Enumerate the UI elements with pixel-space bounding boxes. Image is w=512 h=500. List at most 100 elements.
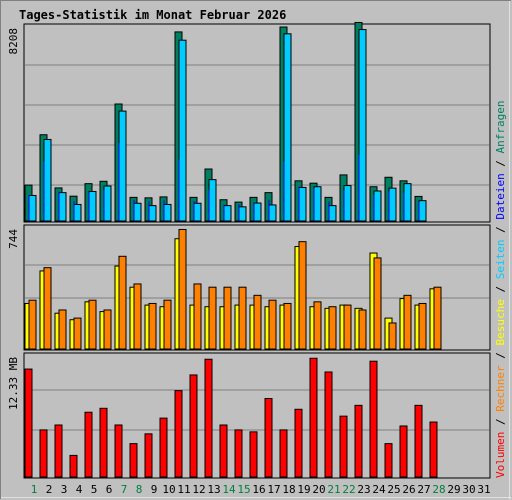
x-tick-label-6: 6	[106, 483, 113, 496]
bar-seiten	[193, 202, 202, 222]
bar-rechner	[88, 299, 97, 350]
legend-text: Volumen / Rechner / Besuche / Seiten / D…	[494, 100, 507, 478]
x-tick-label-21: 21	[327, 483, 340, 496]
bar-seiten	[403, 183, 412, 222]
bar-rechner	[133, 283, 142, 350]
bar-seiten	[178, 39, 187, 222]
bar-seiten	[88, 190, 97, 222]
bar-volumen	[174, 390, 183, 478]
x-tick-label-25: 25	[387, 483, 400, 496]
x-tick-label-23: 23	[357, 483, 370, 496]
x-tick-label-8: 8	[136, 483, 143, 496]
bar-rechner	[388, 322, 397, 350]
bar-rechner	[373, 257, 382, 350]
bar-volumen	[339, 415, 348, 478]
bar-rechner	[163, 299, 172, 350]
bar-rechner	[118, 255, 127, 350]
bar-seiten	[118, 110, 127, 222]
x-tick-label-3: 3	[61, 483, 68, 496]
bar-rechner	[238, 286, 247, 350]
bar-volumen	[54, 424, 63, 478]
x-tick-label-14: 14	[222, 483, 236, 496]
bar-seiten	[313, 186, 322, 222]
x-tick-label-12: 12	[192, 483, 205, 496]
bar-volumen	[279, 429, 288, 478]
bar-rechner	[268, 299, 277, 350]
legend-dateien: Dateien	[494, 173, 507, 219]
bar-volumen	[309, 357, 318, 478]
x-tick-label-19: 19	[297, 483, 310, 496]
x-tick-label-24: 24	[372, 483, 386, 496]
panel-middle: 744	[7, 224, 491, 351]
legend-separator: /	[494, 153, 507, 173]
bar-seiten	[43, 138, 52, 222]
bar-seiten	[133, 202, 142, 222]
x-tick-label-28: 28	[432, 483, 445, 496]
legend-separator: /	[494, 279, 507, 299]
bar-volumen	[39, 429, 48, 478]
x-tick-label-1: 1	[31, 483, 38, 496]
y-max-label-bottom: 12.33 MB	[7, 357, 20, 410]
x-tick-label-20: 20	[312, 483, 325, 496]
bar-seiten	[58, 192, 67, 222]
x-tick-label-18: 18	[282, 483, 295, 496]
y-max-label-middle: 744	[7, 229, 20, 249]
bar-rechner	[253, 294, 262, 350]
bar-rechner	[73, 317, 82, 350]
x-tick-label-7: 7	[121, 483, 128, 496]
panel-top: 8208	[7, 21, 491, 223]
bar-volumen	[129, 443, 138, 478]
x-tick-label-22: 22	[342, 483, 355, 496]
bar-volumen	[24, 368, 33, 478]
bar-volumen	[234, 429, 243, 478]
bar-rechner	[208, 286, 217, 350]
bar-seiten	[328, 205, 337, 222]
bar-seiten	[298, 186, 307, 222]
bar-seiten	[238, 206, 247, 222]
bar-rechner	[283, 302, 292, 350]
x-tick-label-16: 16	[252, 483, 265, 496]
bar-rechner	[193, 283, 202, 350]
bar-volumen	[354, 404, 363, 478]
x-tick-label-31: 31	[477, 483, 490, 496]
bar-seiten	[223, 205, 232, 222]
legend-separator: /	[494, 346, 507, 366]
legend-separator: /	[494, 220, 507, 240]
bar-rechner	[103, 309, 112, 350]
bar-rechner	[358, 309, 367, 350]
bar-seiten	[148, 205, 157, 222]
bar-volumen	[429, 421, 438, 478]
bar-rechner	[328, 306, 337, 350]
bar-seiten	[283, 33, 292, 222]
bar-rechner	[403, 294, 412, 350]
bar-seiten	[163, 203, 172, 222]
legend-besuche: Besuche	[494, 299, 507, 345]
bar-rechner	[43, 267, 52, 350]
bar-volumen	[384, 443, 393, 478]
x-tick-label-5: 5	[91, 483, 98, 496]
x-tick-label-27: 27	[417, 483, 430, 496]
bar-rechner	[148, 302, 157, 350]
bar-seiten	[253, 202, 262, 222]
x-tick-label-29: 29	[447, 483, 460, 496]
bar-seiten	[268, 204, 277, 222]
chart-title: Tages-Statistik im Monat Februar 2026	[19, 8, 286, 22]
bar-volumen	[369, 360, 378, 478]
x-tick-label-30: 30	[462, 483, 475, 496]
x-tick-label-17: 17	[267, 483, 280, 496]
legend-volumen: Volumen	[494, 432, 507, 478]
x-tick-label-10: 10	[162, 483, 175, 496]
bar-volumen	[69, 454, 78, 478]
bar-volumen	[159, 417, 168, 478]
bar-volumen	[414, 404, 423, 478]
legend-anfragen: Anfragen	[494, 100, 507, 153]
bar-rechner	[343, 304, 352, 350]
bar-volumen	[294, 408, 303, 478]
bar-seiten	[103, 185, 112, 222]
bar-seiten	[208, 179, 217, 222]
bar-volumen	[84, 411, 93, 478]
right-legend: Volumen / Rechner / Besuche / Seiten / D…	[494, 100, 507, 478]
bar-seiten	[73, 203, 82, 222]
x-tick-label-4: 4	[76, 483, 83, 496]
